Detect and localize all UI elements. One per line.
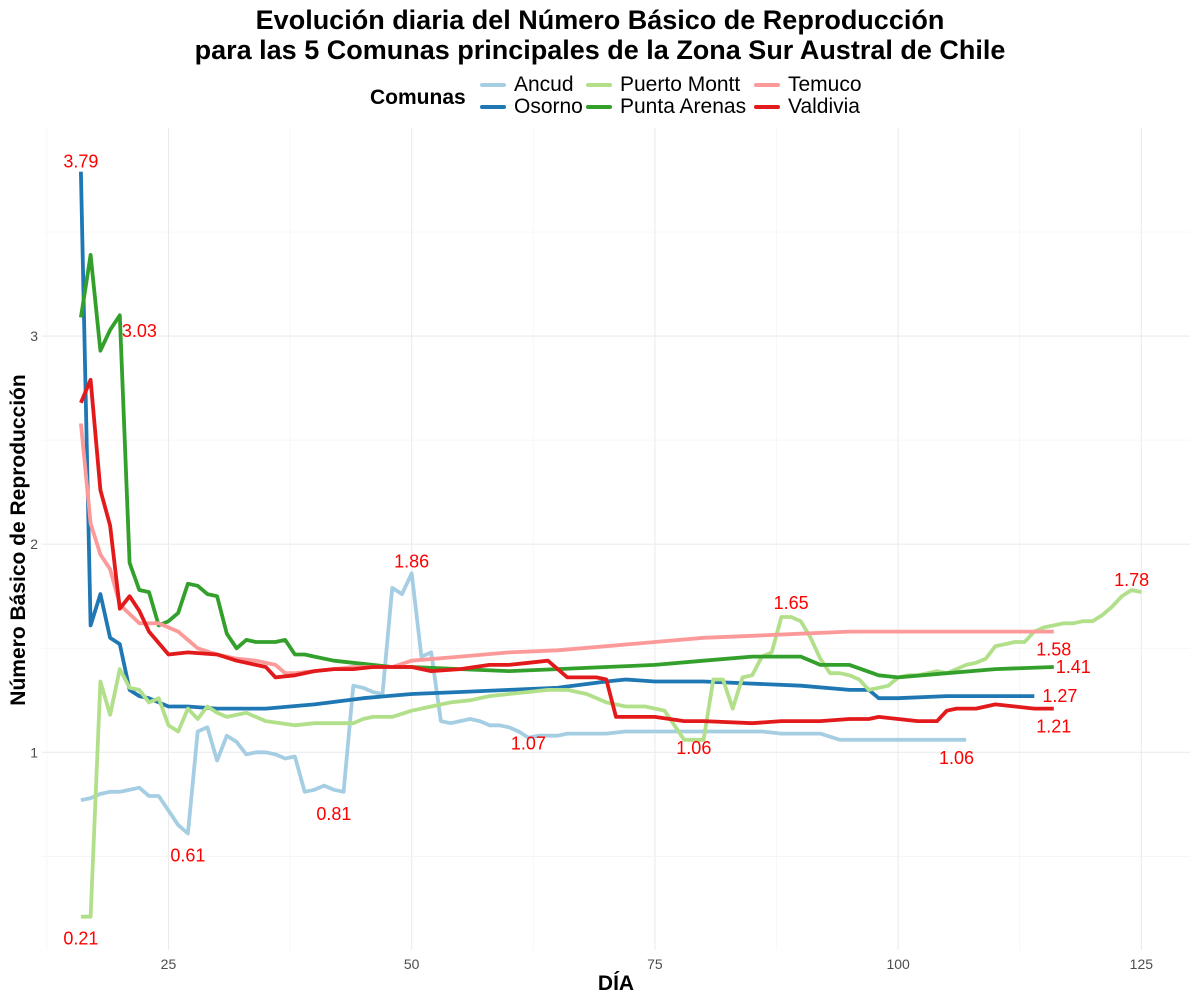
data-label: 1.41 xyxy=(1056,657,1091,677)
legend-key-osorno xyxy=(480,105,506,109)
x-axis-ticks: 25 50 75 100 125 xyxy=(161,956,1154,972)
data-label: 1.86 xyxy=(394,551,429,571)
data-labels: 3.79 3.03 0.21 0.61 0.81 1.86 1.07 1.06 1.06 1.65… xyxy=(63,152,1149,949)
legend-label-ancud: Ancud xyxy=(514,73,574,96)
y-tick-label: 2 xyxy=(30,536,38,552)
data-label: 1.78 xyxy=(1114,570,1149,590)
series-lines xyxy=(79,171,1142,919)
y-tick-label: 3 xyxy=(30,328,38,344)
data-label: 0.61 xyxy=(170,845,205,865)
legend-key-ancud xyxy=(480,83,506,87)
data-label: 1.27 xyxy=(1042,686,1077,706)
chart-subtitle: para las 5 Comunas principales de la Zon… xyxy=(194,35,1006,65)
data-label: 1.65 xyxy=(774,593,809,613)
legend-title: Comunas xyxy=(370,86,466,109)
data-label: 1.07 xyxy=(511,734,546,754)
data-label: 1.06 xyxy=(676,738,711,758)
legend-key-valdivia xyxy=(754,105,780,109)
legend-label-puerto-montt: Puerto Montt xyxy=(620,73,741,96)
y-axis-ticks: 1 2 3 xyxy=(30,328,38,760)
legend-key-puerto-montt xyxy=(586,83,612,87)
legend-label-valdivia: Valdivia xyxy=(788,95,860,118)
grid xyxy=(42,128,1190,950)
y-tick-label: 1 xyxy=(30,744,38,760)
series-line-ancud xyxy=(80,571,967,836)
data-label: 3.03 xyxy=(122,321,157,341)
y-axis-title: Número Básico de Reproducción xyxy=(7,374,30,705)
data-label: 1.58 xyxy=(1036,640,1071,660)
data-label: 3.79 xyxy=(63,152,98,172)
legend-label-osorno: Osorno xyxy=(514,95,583,118)
data-label: 1.06 xyxy=(939,748,974,768)
x-tick-label: 75 xyxy=(647,956,663,972)
legend-label-punta-arenas: Punta Arenas xyxy=(620,95,747,118)
series-line-punta-arenas xyxy=(79,252,1054,680)
x-tick-label: 50 xyxy=(404,956,420,972)
legend-label-temuco: Temuco xyxy=(788,73,862,96)
x-axis-title: DÍA xyxy=(598,972,634,995)
x-tick-label: 25 xyxy=(161,956,177,972)
x-tick-label: 100 xyxy=(886,956,910,972)
series-line-valdivia xyxy=(79,377,1054,726)
data-label: 0.21 xyxy=(63,929,98,949)
data-label: 0.81 xyxy=(316,804,351,824)
legend-key-punta-arenas xyxy=(586,105,612,109)
chart-title: Evolución diaria del Número Básico de Re… xyxy=(255,5,945,35)
data-label: 1.21 xyxy=(1036,717,1071,737)
series-line-puerto-montt xyxy=(80,588,1142,919)
x-tick-label: 125 xyxy=(1130,956,1154,972)
legend-key-temuco xyxy=(754,83,780,87)
